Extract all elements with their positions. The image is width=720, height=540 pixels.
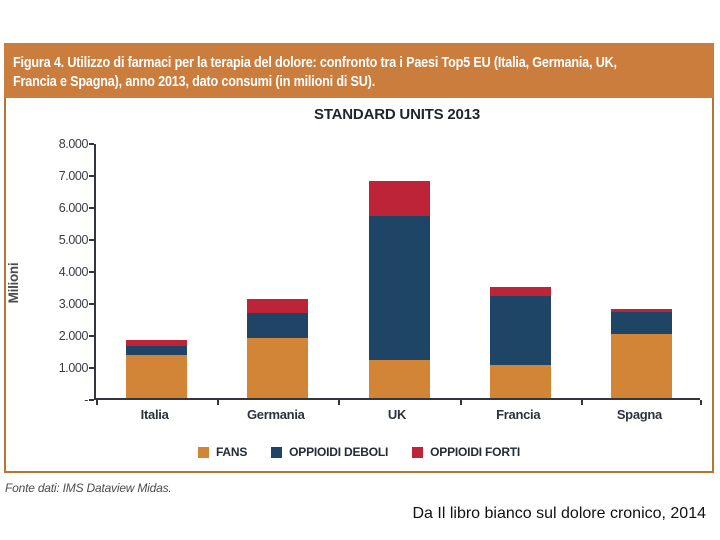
x-tick-mark [580,400,583,405]
x-tick-mark [217,400,220,405]
bar-segment-fans [610,333,672,398]
figure-4: Figura 4. Utilizzo di farmaci per la ter… [4,43,714,473]
figure-title-bar: Figura 4. Utilizzo di farmaci per la ter… [4,43,714,98]
bar-segment-oppioidi-forti [368,180,430,216]
y-axis-label: Milioni [6,262,21,304]
x-category-label-spagna: Spagna [616,407,662,422]
y-tick-label: 7.000 [58,169,89,183]
legend-swatch [197,446,209,458]
legend-swatch [271,446,283,458]
bar-segment-oppioidi-forti [126,340,188,347]
bar-stack-spagna [610,308,672,398]
bar-segment-oppioidi-deboli [368,215,430,361]
x-category-label-italia: Italia [140,407,169,422]
y-tick-mark [89,239,94,241]
bar-segment-fans [368,360,430,398]
legend-swatch [412,446,424,458]
x-category-label-germania: Germania [246,407,305,422]
bar-stack-francia [489,286,551,398]
y-tick-mark [89,367,94,369]
legend-item-oppioidi-deboli: OPPIOIDI DEBOLI [271,445,388,459]
bar-segment-oppioidi-forti [610,308,672,312]
bar-segment-oppioidi-deboli [247,313,309,339]
page-caption: Da Il libro bianco sul dolore cronico, 2… [412,505,707,522]
y-tick-label: 5.000 [58,233,89,247]
bar-segment-fans [126,355,188,398]
y-tick-mark [89,175,94,177]
x-category-label-francia: Francia [496,407,541,422]
chart-title: STANDARD UNITS 2013 [314,106,480,123]
x-tick-mark [459,400,462,405]
y-tick-label: 3.000 [58,297,89,311]
figure-title-line-1: Figura 4. Utilizzo di farmaci per la ter… [13,54,617,71]
bar-segment-oppioidi-deboli [610,311,672,334]
legend-item-fans: FANS [197,445,248,459]
y-tick-mark [89,303,94,305]
x-tick-mark [700,400,702,405]
y-tick-mark [89,271,94,273]
bar-stack-italia [126,340,188,398]
y-tick-mark [89,143,94,145]
legend-label: OPPIOIDI FORTI [430,445,521,459]
legend: FANS OPPIOIDI DEBOLI OPPIOIDI FORTI [6,445,712,459]
y-tick-mark [89,207,94,209]
y-tick-label: 6.000 [58,201,89,215]
bar-segment-oppioidi-forti [489,286,551,296]
bar-stack-germania [247,299,309,398]
figure-title-line-2: Francia e Spagna), anno 2013, dato consu… [13,73,376,90]
legend-label: FANS [215,445,248,459]
y-tick-mark [89,335,94,337]
x-category-label-uk: UK [387,407,407,422]
legend-label: OPPIOIDI DEBOLI [289,445,389,459]
x-tick-mark [96,400,98,405]
y-tick-label: 4.000 [58,265,89,279]
legend-item-oppioidi-forti: OPPIOIDI FORTI [412,445,520,459]
chart-panel: STANDARD UNITS 2013 Milioni 8.000 7.000 6.… [4,98,714,473]
bar-segment-oppioidi-forti [247,299,309,314]
y-tick-label: 1.000 [58,361,89,375]
bar-segment-fans [247,338,309,398]
x-tick-mark [338,400,341,405]
y-tick-mark [89,399,94,401]
bar-segment-fans [489,365,551,398]
bar-stack-uk [368,180,430,398]
bar-segment-oppioidi-deboli [126,346,188,356]
plot-area [94,144,702,405]
y-tick-label: 8.000 [58,137,89,151]
y-tick-label: - [84,393,88,407]
source-note: Fonte dati: IMS Dataview Midas. [5,481,172,495]
bar-segment-oppioidi-deboli [489,295,551,366]
y-tick-label: 2.000 [58,329,89,343]
